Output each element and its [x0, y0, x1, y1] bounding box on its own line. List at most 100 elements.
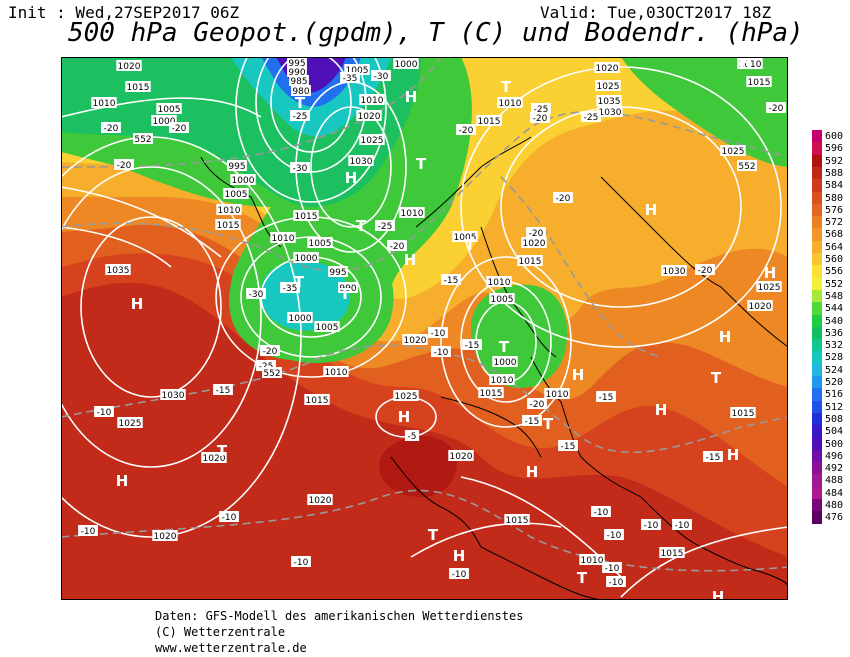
temperature-label: -15	[596, 391, 616, 403]
isobar-label: 1015	[304, 394, 330, 406]
low-pressure-marker: T	[499, 338, 510, 356]
legend-value: 592	[825, 155, 844, 167]
isobar-label-text: 1000	[295, 254, 318, 264]
temperature-label: -25	[375, 220, 395, 232]
isobar-label-text: 1020	[596, 64, 619, 74]
high-pressure-marker: H	[405, 88, 418, 106]
high-pressure-marker: H	[572, 366, 585, 384]
isobar-label-text: 1035	[598, 97, 621, 107]
legend-swatch	[812, 166, 822, 180]
legend-row: 548	[812, 289, 850, 303]
isobar-label-text: 1005	[454, 233, 477, 243]
isobar-label-text: 1000	[395, 60, 418, 70]
legend-row: 524	[812, 363, 850, 377]
temperature-label-text: -15	[706, 453, 721, 463]
temperature-label-text: -20	[117, 161, 132, 171]
temperature-label: -20	[695, 264, 715, 276]
legend-swatch	[812, 228, 822, 242]
legend-value: 544	[825, 303, 844, 315]
legend-row: 552	[812, 277, 850, 291]
temperature-label: -20	[530, 112, 550, 124]
temperature-label-text: -20	[530, 400, 545, 410]
temperature-label: -10	[449, 568, 469, 580]
temperature-label-text: -20	[529, 229, 544, 239]
legend-swatch	[812, 339, 822, 353]
isobar-label-text: 1015	[732, 409, 755, 419]
isobar-label-text: 1035	[107, 266, 130, 276]
legend-row: 488	[812, 474, 850, 488]
geopotential-label: 552	[737, 160, 757, 172]
temperature-label: -20	[456, 124, 476, 136]
high-pressure-marker: H	[398, 408, 411, 426]
isobar-label-text: 1015	[661, 549, 684, 559]
geopotential-label-text: 552	[738, 162, 755, 172]
isobar-label: 1000	[393, 58, 419, 70]
isobar-label-text: 1025	[361, 136, 384, 146]
temperature-label: -10	[606, 576, 626, 588]
legend-row: 576	[812, 203, 850, 217]
temperature-label-text: -10	[81, 527, 96, 537]
legend-row: 508	[812, 412, 850, 426]
isobar-label: 1020	[116, 60, 142, 72]
isobar-label-text: 1015	[480, 389, 503, 399]
isobar-label: 1020	[521, 237, 547, 249]
isobar-label: 995	[328, 266, 348, 278]
legend-row: 588	[812, 166, 850, 180]
isobar-label-text: 1005	[491, 295, 514, 305]
isobar-label: 1010	[489, 374, 515, 386]
temperature-label: -10	[428, 327, 448, 339]
isobar-label: 1030	[160, 389, 186, 401]
isobar-label: 1010	[579, 554, 605, 566]
isobar-label: 1000	[293, 252, 319, 264]
temperature-label-text: -10	[434, 348, 449, 358]
legend-row: 544	[812, 302, 850, 316]
isobar-label: 1005	[314, 321, 340, 333]
legend-swatch	[812, 179, 822, 193]
legend-swatch	[812, 216, 822, 230]
low-pressure-marker: T	[340, 285, 351, 303]
isobar-label: 1020	[448, 450, 474, 462]
trough-northeast	[621, 57, 788, 167]
low-pressure-marker: T	[577, 569, 588, 587]
copyright: (C) Wetterzentrale	[155, 625, 286, 639]
low-pressure-marker: T	[416, 155, 427, 173]
isobar-label-text: 1005	[309, 239, 332, 249]
temperature-label: -10	[291, 556, 311, 568]
legend-swatch	[812, 511, 822, 525]
isobar-label-text: 1025	[597, 82, 620, 92]
temperature-label: -30	[290, 162, 310, 174]
isobar-label-text: 1005	[158, 105, 181, 115]
legend-row: 512	[812, 400, 850, 414]
temperature-label: -20	[114, 159, 134, 171]
isobar-label-text: 1020	[203, 454, 226, 464]
legend-row: 528	[812, 351, 850, 365]
isobar-label-text: 1010	[361, 96, 384, 106]
low-pressure-marker: T	[543, 415, 554, 433]
isobar-label: 1005	[307, 237, 333, 249]
high-pressure-marker: H	[727, 446, 740, 464]
temperature-label-text: -20	[769, 104, 784, 114]
temperature-label-text: -15	[444, 276, 459, 286]
low-pressure-marker: T	[295, 94, 306, 112]
low-pressure-marker: T	[428, 526, 439, 544]
isobar-label-text: 990	[288, 68, 305, 78]
legend-swatch	[812, 302, 822, 316]
temperature-label-text: -15	[599, 393, 614, 403]
high-pressure-marker: H	[719, 328, 732, 346]
legend-swatch	[812, 240, 822, 254]
temperature-label-text: -20	[172, 124, 187, 134]
temperature-label-text: -20	[533, 114, 548, 124]
legend-row: 536	[812, 326, 850, 340]
legend-row: 572	[812, 216, 850, 230]
legend-value: 484	[825, 487, 844, 499]
isobar-label: 1025	[595, 80, 621, 92]
low-pressure-marker: T	[501, 78, 512, 96]
isobar-label: 1020	[594, 62, 620, 74]
high-pressure-marker: H	[764, 264, 777, 282]
high-pressure-marker: H	[116, 472, 129, 490]
temperature-label: -20	[387, 240, 407, 252]
isobar-label: 1025	[756, 281, 782, 293]
isobar-label-text: 1000	[153, 117, 176, 127]
high-pressure-marker: H	[655, 401, 668, 419]
isobar-label: 1010	[399, 207, 425, 219]
